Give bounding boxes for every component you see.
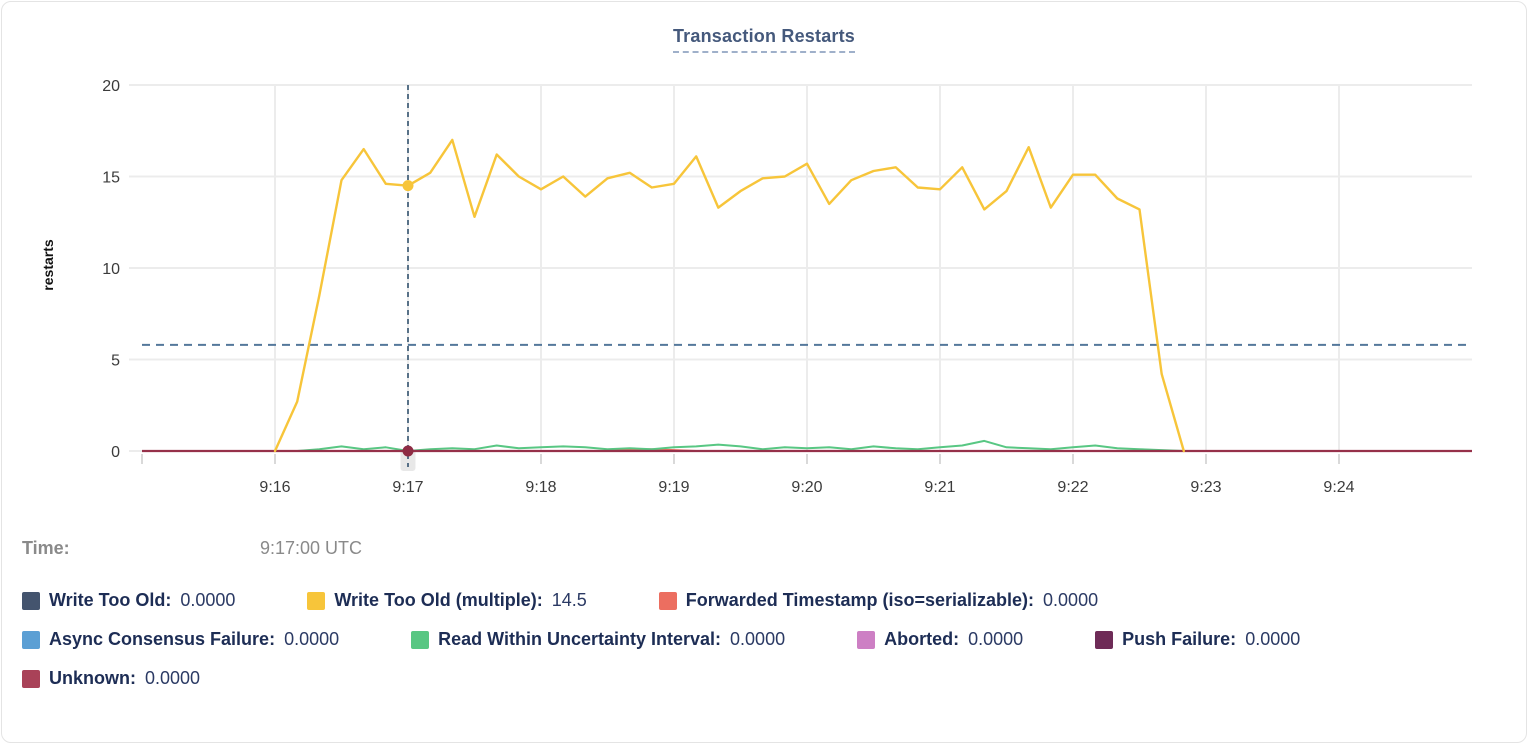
legend-label: Forwarded Timestamp (iso=serializable): bbox=[685, 590, 1035, 610]
y-tick-label: 5 bbox=[111, 353, 120, 370]
x-tick-label: 9:22 bbox=[1057, 479, 1088, 496]
legend-row: Write Too Old: 0.0000 Write Too Old (multi… bbox=[22, 590, 1506, 611]
x-tick-label: 9:16 bbox=[259, 479, 290, 496]
y-axis-label: restarts bbox=[40, 239, 56, 291]
legend-item[interactable]: Write Too Old (multiple): 14.5 bbox=[307, 590, 587, 611]
x-tick-label: 9:19 bbox=[658, 479, 689, 496]
legend-label: Unknown: bbox=[49, 668, 136, 688]
hover-dot bbox=[402, 180, 414, 192]
legend-item[interactable]: Unknown: 0.0000 bbox=[22, 668, 200, 689]
chart-legend: Write Too Old: 0.0000 Write Too Old (multi… bbox=[22, 590, 1506, 689]
x-tick-label: 9:20 bbox=[791, 479, 822, 496]
time-label: Time: bbox=[22, 538, 70, 558]
legend-label: Write Too Old: bbox=[49, 590, 172, 610]
legend-swatch-icon bbox=[857, 630, 876, 649]
legend-value: 14.5 bbox=[551, 590, 587, 610]
legend-item[interactable]: Read Within Uncertainty Interval: 0.0000 bbox=[411, 629, 785, 650]
legend-label: Async Consensus Failure: bbox=[49, 629, 276, 649]
y-tick-label: 15 bbox=[102, 170, 120, 187]
legend-label: Read Within Uncertainty Interval: bbox=[438, 629, 722, 649]
y-tick-label: 20 bbox=[102, 78, 120, 95]
legend-item[interactable]: Async Consensus Failure: 0.0000 bbox=[22, 629, 339, 650]
x-tick-label: 9:23 bbox=[1190, 479, 1221, 496]
series-line-write-too-old-multiple- bbox=[273, 138, 1186, 453]
legend-value: 0.0000 bbox=[284, 629, 340, 649]
hover-dot bbox=[402, 445, 414, 457]
legend-value: 0.0000 bbox=[1245, 629, 1301, 649]
legend-row: Async Consensus Failure: 0.0000 Read Withi… bbox=[22, 629, 1506, 650]
series-line-read-within-uncertainty-interval bbox=[274, 439, 1185, 452]
x-tick-label: 9:21 bbox=[924, 479, 955, 496]
legend-item[interactable]: Push Failure: 0.0000 bbox=[1095, 629, 1300, 650]
legend-item[interactable]: Write Too Old: 0.0000 bbox=[22, 590, 235, 611]
legend-item[interactable]: Forwarded Timestamp (iso=serializable): 0… bbox=[658, 590, 1099, 611]
y-tick-label: 10 bbox=[102, 261, 120, 278]
legend-value: 0.0000 bbox=[1043, 590, 1099, 610]
chart-title-text[interactable]: Transaction Restarts bbox=[672, 26, 856, 53]
legend-swatch-icon bbox=[307, 591, 326, 610]
legend-label: Write Too Old (multiple): bbox=[334, 590, 543, 610]
legend-value: 0.0000 bbox=[730, 629, 786, 649]
legend-value: 0.0000 bbox=[968, 629, 1024, 649]
legend-swatch-icon bbox=[22, 630, 40, 649]
legend-row: Unknown: 0.0000 bbox=[22, 668, 1506, 689]
x-tick-label: 9:18 bbox=[525, 479, 556, 496]
legend-swatch-icon bbox=[22, 669, 40, 688]
legend-swatch-icon bbox=[1095, 630, 1114, 649]
legend-swatch-icon bbox=[22, 591, 40, 610]
legend-value: 0.0000 bbox=[145, 668, 201, 688]
x-tick-label: 9:24 bbox=[1323, 479, 1354, 496]
legend-label: Push Failure: bbox=[1122, 629, 1237, 649]
legend-swatch-icon bbox=[658, 591, 677, 610]
legend-value: 0.0000 bbox=[180, 590, 236, 610]
transaction-restarts-chart[interactable]: 0 5 10 15 20 9:16 9:17 9:18 9:19 9:20 9:21 9:22 9:23… bbox=[2, 2, 1528, 522]
legend-label: Aborted: bbox=[884, 629, 960, 649]
y-tick-label: 0 bbox=[111, 444, 120, 461]
legend-item[interactable]: Aborted: 0.0000 bbox=[857, 629, 1023, 650]
time-value: 9:17:00 UTC bbox=[260, 538, 363, 558]
chart-title: Transaction Restarts bbox=[2, 26, 1526, 53]
x-tick-label: 9:17 bbox=[392, 479, 423, 496]
legend-swatch-icon bbox=[411, 630, 430, 649]
